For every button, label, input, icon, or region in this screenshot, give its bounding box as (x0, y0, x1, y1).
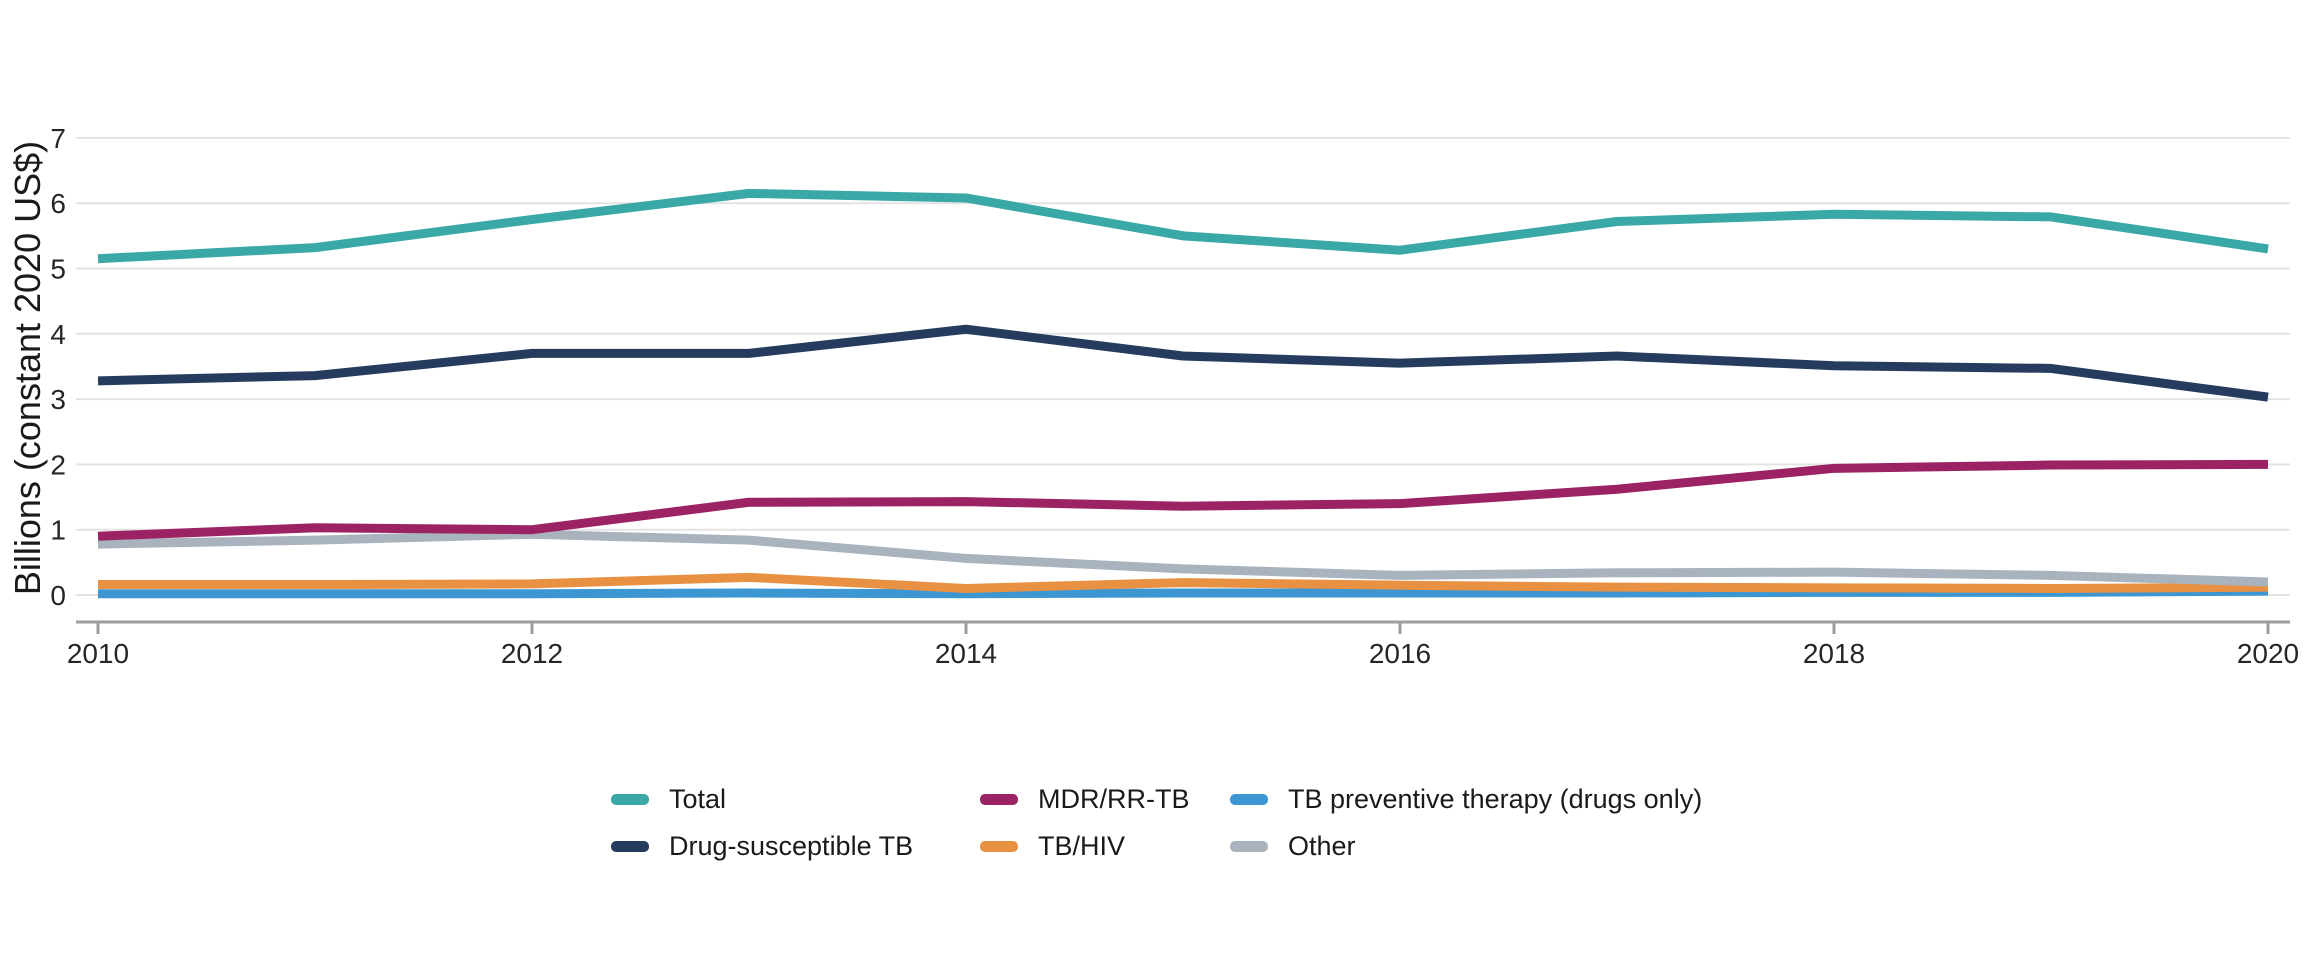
x-tick-label-2010: 2010 (67, 638, 129, 669)
legend-item-drug-susceptible-tb: Drug-susceptible TB (611, 831, 913, 861)
x-tick-label-2014: 2014 (935, 638, 997, 669)
legend-swatch-total (611, 793, 649, 805)
x-tick-label-2018: 2018 (1803, 638, 1865, 669)
legend-swatch-mdr-rr-tb (980, 793, 1018, 805)
legend-swatch-tb-hiv (980, 840, 1018, 852)
legend-item-total: Total (611, 784, 726, 814)
y-tick-label-6: 6 (50, 188, 66, 219)
series-lines (97, 188, 2269, 599)
y-tick-label-4: 4 (50, 319, 66, 350)
legend-label-tb-preventive-therapy-drugs-only: TB preventive therapy (drugs only) (1288, 783, 1703, 814)
legend-swatch-drug-susceptible-tb (611, 840, 649, 852)
line-total (97, 188, 2269, 264)
x-tick-label-2020: 2020 (2237, 638, 2299, 669)
y-tick-label-1: 1 (50, 515, 66, 546)
line-other (97, 529, 2269, 587)
line-tb-hiv (98, 572, 2269, 593)
y-tick-label-3: 3 (50, 384, 66, 415)
line-chart: 0 1 2 3 4 5 6 7 2010 2012 2014 2016 2018 2020 Billio… (7, 123, 2299, 669)
legend-swatch-other (1230, 840, 1268, 852)
y-tick-label-0: 0 (50, 580, 66, 611)
y-tick-label-5: 5 (50, 254, 66, 285)
x-tick-label-2016: 2016 (1369, 638, 1431, 669)
legend-label-tb-hiv: TB/HIV (1038, 830, 1126, 861)
line-drug-susceptible-tb (97, 324, 2269, 402)
line-mdr-rr-tb (97, 459, 2269, 541)
x-axis: 2010 2012 2014 2016 2018 2020 (67, 620, 2299, 669)
y-axis-tick-labels: 0 1 2 3 4 5 6 7 (50, 123, 66, 611)
y-tick-label-2: 2 (50, 449, 66, 480)
y-axis-title-group: Billions (constant 2020 US$) (7, 141, 48, 595)
legend-item-mdr-rr-tb: MDR/RR-TB (980, 784, 1189, 814)
legend-label-drug-susceptible-tb: Drug-susceptible TB (669, 830, 914, 861)
x-tick-label-2012: 2012 (501, 638, 563, 669)
legend-label-total: Total (669, 783, 727, 814)
legend-swatch-tb-preventive-therapy-drugs-only (1230, 793, 1268, 805)
legend-item-tb-preventive-therapy-drugs-only: TB preventive therapy (drugs only) (1230, 784, 1702, 814)
y-tick-label-7: 7 (50, 123, 66, 154)
legend-item-tb-hiv: TB/HIV (980, 831, 1125, 861)
legend-label-mdr-rr-tb: MDR/RR-TB (1038, 783, 1190, 814)
y-axis-title: Billions (constant 2020 US$) (7, 141, 48, 595)
legend-label-other: Other (1288, 830, 1356, 861)
legend-item-other: Other (1230, 831, 1356, 861)
